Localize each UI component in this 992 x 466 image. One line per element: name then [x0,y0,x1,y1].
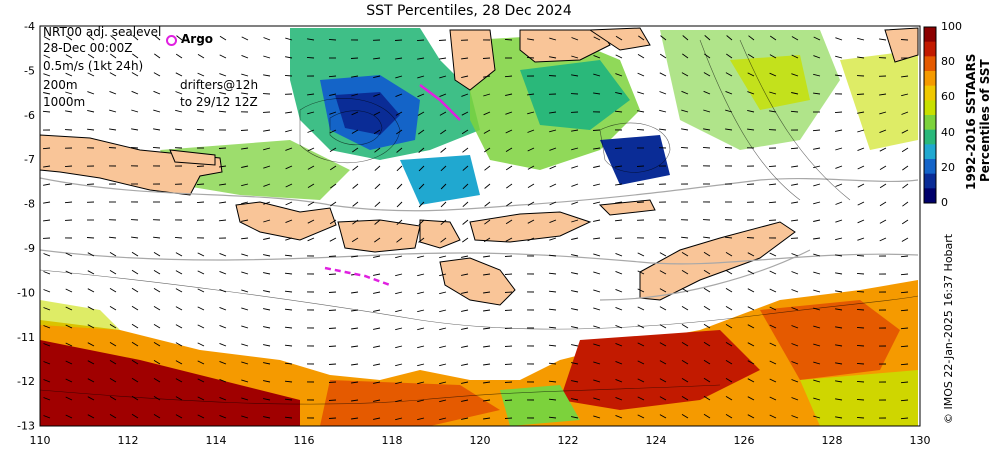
current-vectors [42,35,909,421]
y-tick-label: -12 [17,375,35,388]
colorbar-segment [924,159,936,175]
colorbar-title-2: Percentiles of SST [978,59,992,182]
colorbar-segment [924,115,936,131]
colorbar-segment [924,144,936,160]
drifter-tracks [324,84,461,287]
colorbar-tick-label: 60 [941,90,955,104]
legend-argo: Argo [181,32,214,46]
x-tick-label: 118 [382,434,403,447]
x-tick-label: 120 [470,434,491,447]
y-tick-label: -13 [17,420,35,433]
y-tick-label: -5 [24,64,35,77]
colorbar-tick-label: 100 [941,20,962,33]
y-tick-label: -4 [24,20,35,33]
y-axis-ticks: -4 -5 -6 -7 -8 -9 -10 -11 -12 -13 [17,20,35,433]
legend-drifters: drifters@12h [180,78,259,92]
sea-level-contours [39,39,919,405]
x-axis-ticks: 110 112 114 116 118 120 122 124 126 128 130 [30,434,931,447]
legend-scale: 0.5m/s (1kt 24h) [43,59,144,73]
x-tick-label: 128 [822,434,843,447]
colorbar-segment [924,129,936,145]
y-tick-label: -7 [24,153,35,166]
colorbar-segment [924,85,936,101]
x-tick-label: 112 [118,434,139,447]
land [39,27,919,306]
y-tick-label: -10 [17,286,35,299]
x-tick-label: 126 [734,434,755,447]
x-tick-label: 116 [294,434,315,447]
colorbar-segment [924,56,936,72]
colorbar-segment [924,188,936,204]
colorbar [924,27,936,204]
y-tick-label: -6 [24,109,35,122]
map-title: SST Percentiles, 28 Dec 2024 [366,3,572,19]
credit: © IMOS 22-Jan-2025 16:37 Hobart [942,233,955,424]
colorbar-tick-label: 0 [941,196,948,209]
legend-1000m: 1000m [43,95,86,109]
depth-contours [39,177,919,301]
colorbar-segment [924,173,936,189]
colorbar-title-1: 1992-2016 SSTAARS [964,53,978,190]
map-frame [39,25,921,427]
y-tick-label: -9 [24,242,35,255]
x-tick-label: 124 [646,434,667,447]
legend-200m: 200m [43,78,78,92]
argo-icon [166,35,177,46]
legend-drifters-time: to 29/12 12Z [180,95,258,109]
colorbar-segment [924,71,936,87]
y-tick-label: -11 [17,331,35,344]
colorbar-segment [924,100,936,116]
x-tick-label: 114 [206,434,227,447]
legend-time: 28-Dec 00:00Z [43,41,133,55]
x-tick-label: 110 [30,434,51,447]
colorbar-segment [924,41,936,57]
legend-sealevel: NRT00 adj. sealevel [43,25,162,39]
colorbar-tick-label: 20 [941,160,955,174]
colorbar-segment [924,27,936,43]
colorbar-tick-label: 80 [941,55,955,69]
sst-data-south [40,280,918,426]
colorbar-tick-label: 40 [941,125,955,139]
x-tick-label: 130 [910,434,931,447]
x-tick-label: 122 [558,434,579,447]
y-tick-label: -8 [24,198,35,211]
